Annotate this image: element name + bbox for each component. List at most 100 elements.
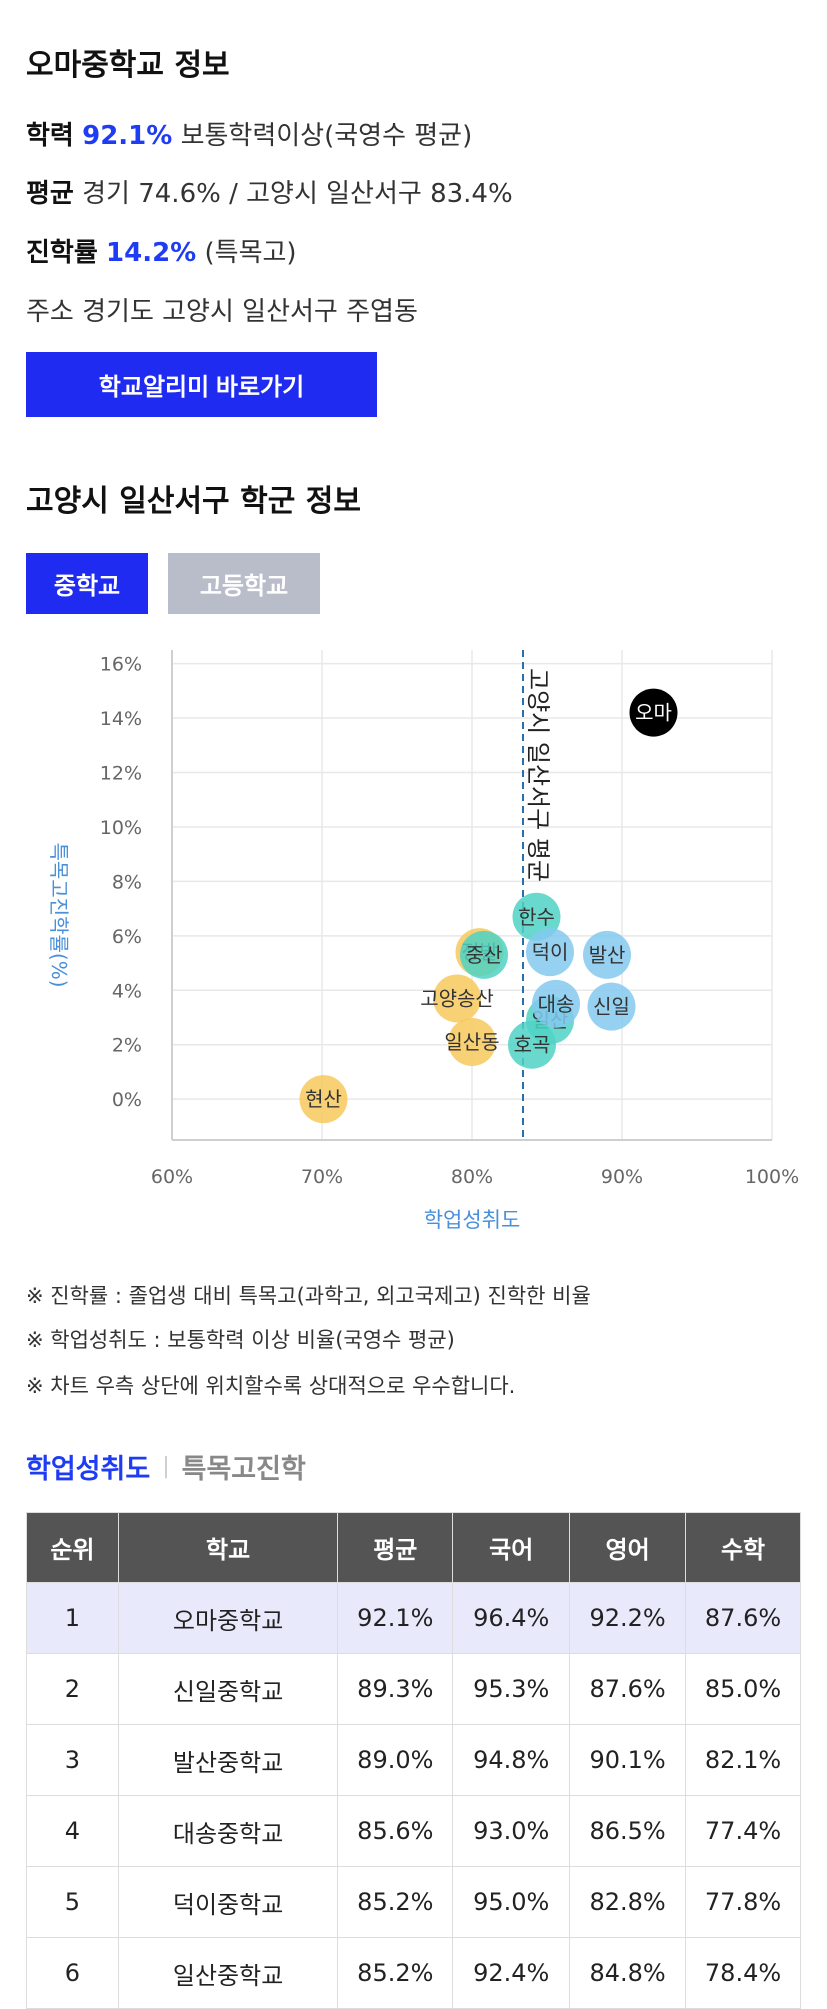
point-label: 신일 (593, 995, 630, 1019)
point-label: 일산동 (444, 1030, 499, 1054)
cell-korean: 93.0% (452, 1795, 571, 1867)
cell-english: 84.8% (569, 1937, 687, 2009)
average-value: 경기 74.6% / 고양시 일산서구 83.4% (82, 179, 513, 209)
header-english: 영어 (569, 1512, 687, 1583)
header-rank: 순위 (26, 1512, 119, 1583)
table-row[interactable]: 3 발산중학교 89.0% 94.8% 90.1% 82.1% (26, 1724, 801, 1796)
cell-rank: 5 (26, 1866, 119, 1938)
district-title: 고양시 일산서구 학군 정보 (26, 484, 361, 519)
y-tick-label: 10% (100, 817, 142, 839)
cell-school: 신일중학교 (117, 1653, 339, 1725)
point-label: 한수 (518, 905, 555, 929)
y-tick-label: 8% (112, 871, 142, 893)
point-marker[interactable] (629, 688, 678, 737)
cell-korean: 92.4% (452, 1937, 571, 2009)
header-school: 학교 (117, 1512, 339, 1583)
address-label: 주소 (26, 297, 74, 327)
point-label: 현산 (305, 1087, 342, 1111)
tab-middle-school[interactable]: 중학교 (26, 553, 148, 614)
cell-english: 90.1% (569, 1724, 687, 1796)
cell-korean: 96.4% (452, 1582, 571, 1654)
table-row[interactable]: 4 대송중학교 85.6% 93.0% 86.5% 77.4% (26, 1795, 801, 1867)
subtab-achievement[interactable]: 학업성취도 (26, 1454, 151, 1485)
cell-average: 85.2% (337, 1937, 454, 2009)
x-tick-labels: 60% 70% 80% 90% 100% (151, 1166, 799, 1188)
average-label: 평균 (26, 179, 74, 209)
point-marker[interactable] (526, 928, 574, 977)
x-tick-label: 70% (301, 1166, 343, 1188)
chart-points: 현산고양송산일산동정발중산한수덕이일산대송호곡발산신일오마 (299, 688, 678, 1124)
cell-korean: 95.0% (452, 1866, 571, 1938)
x-tick-label: 60% (151, 1166, 193, 1188)
y-tick-label: 4% (112, 980, 142, 1002)
y-tick-labels: 16% 14% 12% 10% 8% 6% 4% 2% 0% (100, 654, 142, 1112)
ranking-table: 순위 학교 평균 국어 영어 수학 1 오마중학교 92.1% 96.4% 92… (26, 1512, 801, 2009)
cell-math: 82.1% (685, 1724, 801, 1796)
cell-school: 오마중학교 (117, 1582, 339, 1654)
y-tick-label: 16% (100, 654, 142, 676)
y-tick-label: 0% (112, 1089, 142, 1111)
y-axis-label: 특목고진학률(%) (47, 842, 71, 987)
school-info-link-button[interactable]: 학교알리미 바로가기 (26, 352, 377, 417)
subtab-divider: | (162, 1454, 170, 1479)
point-marker[interactable] (508, 1020, 556, 1069)
header-average: 평균 (337, 1512, 454, 1583)
header-math: 수학 (685, 1512, 801, 1583)
advance-line: 진학률 14.2% (특목고) (26, 232, 297, 269)
cell-math: 85.0% (685, 1653, 801, 1725)
point-label: 중산 (466, 943, 503, 967)
tab-high-school[interactable]: 고등학교 (168, 553, 320, 614)
table-header-row: 순위 학교 평균 국어 영어 수학 (26, 1512, 801, 1583)
y-tick-label: 6% (112, 926, 142, 948)
average-line: 평균 경기 74.6% / 고양시 일산서구 83.4% (26, 173, 513, 210)
point-marker[interactable] (299, 1075, 348, 1124)
cell-school: 덕이중학교 (117, 1866, 339, 1938)
point-label: 고양송산 (420, 986, 494, 1010)
cell-average: 89.3% (337, 1653, 454, 1725)
point-marker[interactable] (433, 974, 481, 1023)
cell-english: 92.2% (569, 1582, 687, 1654)
header-korean: 국어 (452, 1512, 571, 1583)
cell-school: 발산중학교 (117, 1724, 339, 1796)
table-row[interactable]: 5 덕이중학교 85.2% 95.0% 82.8% 77.8% (26, 1866, 801, 1938)
point-marker[interactable] (460, 930, 508, 979)
note-advance-rate: ※ 진학률 : 졸업생 대비 특목고(과학고, 외고국제고) 진학한 비율 (26, 1284, 591, 1308)
cell-rank: 2 (26, 1653, 119, 1725)
school-title: 오마중학교 정보 (26, 48, 230, 83)
table-row[interactable]: 2 신일중학교 89.3% 95.3% 87.6% 85.0% (26, 1653, 801, 1725)
table-row[interactable]: 6 일산중학교 85.2% 92.4% 84.8% 78.4% (26, 1937, 801, 2009)
cell-average: 85.6% (337, 1795, 454, 1867)
subtab-special-school[interactable]: 특목고진학 (181, 1454, 306, 1485)
y-tick-label: 14% (100, 708, 142, 730)
cell-korean: 94.8% (452, 1724, 571, 1796)
point-label: 호곡 (514, 1033, 551, 1057)
note-position: ※ 차트 우측 상단에 위치할수록 상대적으로 우수합니다. (26, 1374, 516, 1398)
x-tick-label: 100% (745, 1166, 799, 1188)
point-marker[interactable] (532, 979, 580, 1028)
cell-average: 92.1% (337, 1582, 454, 1654)
point-label: 덕이 (532, 940, 569, 964)
cell-rank: 1 (26, 1582, 119, 1654)
achievement-line: 학력 92.1% 보통학력이상(국영수 평균) (26, 115, 472, 152)
advance-value: 14.2% (106, 238, 197, 268)
x-tick-label: 90% (601, 1166, 643, 1188)
cell-math: 77.8% (685, 1866, 801, 1938)
point-label: 대송 (538, 992, 575, 1016)
cell-rank: 3 (26, 1724, 119, 1796)
point-marker[interactable] (587, 982, 636, 1031)
cell-average: 89.0% (337, 1724, 454, 1796)
y-tick-label: 12% (100, 763, 142, 785)
advance-desc: (특목고) (204, 238, 297, 268)
cell-average: 85.2% (337, 1866, 454, 1938)
cell-korean: 95.3% (452, 1653, 571, 1725)
cell-english: 86.5% (569, 1795, 687, 1867)
cell-math: 87.6% (685, 1582, 801, 1654)
table-row[interactable]: 1 오마중학교 92.1% 96.4% 92.2% 87.6% (26, 1582, 801, 1654)
point-label: 오마 (635, 701, 672, 725)
point-marker[interactable] (583, 930, 631, 979)
point-marker[interactable] (448, 1018, 496, 1066)
x-axis-label: 학업성취도 (424, 1208, 521, 1232)
ranking-subtabs: 학업성취도 | 특목고진학 (26, 1447, 306, 1486)
reference-line-label: 고양시 일산서구 평균 (524, 668, 552, 882)
cell-english: 87.6% (569, 1653, 687, 1725)
